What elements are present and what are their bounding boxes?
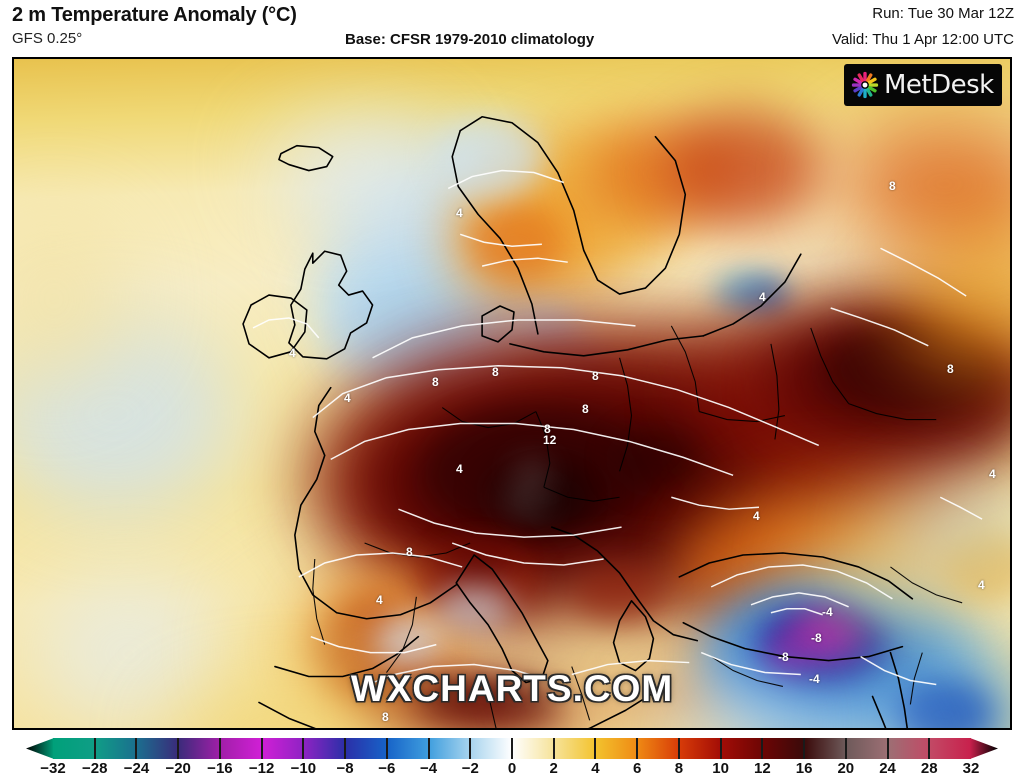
contour-label-layer: 8 8 8 8 8 12 4 4 4 4 4 8 8 4 8 8 4 4 4 -… — [14, 59, 1010, 728]
contour-label: 4 — [289, 346, 296, 360]
colorbar-tick — [761, 738, 764, 759]
colorbar-tick — [385, 738, 388, 759]
colorbar-tick — [302, 738, 305, 759]
contour-label: -8 — [811, 631, 822, 645]
contour-label: 8 — [592, 369, 599, 383]
colorbar-tick-label: 20 — [837, 760, 855, 777]
contour-label: 8 — [582, 402, 589, 416]
colorbar-tick — [677, 738, 680, 759]
colorbar-tick — [719, 738, 722, 759]
colorbar-tick — [218, 738, 221, 759]
page-title: 2 m Temperature Anomaly (°C) — [12, 4, 297, 26]
contour-label: 8 — [406, 545, 413, 559]
colorbar-tick-label: 28 — [920, 760, 938, 777]
colorbar-tick-label: 16 — [795, 760, 813, 777]
contour-label: -4 — [822, 605, 833, 619]
colorbar-tick — [177, 738, 180, 759]
run-time-label: Run: Tue 30 Mar 12Z — [872, 5, 1014, 22]
colorbar-tick — [344, 738, 347, 759]
contour-label: 4 — [759, 290, 766, 304]
colorbar-tick — [803, 738, 806, 759]
colorbar-tick-label: 0 — [507, 760, 517, 777]
contour-label: 4 — [344, 391, 351, 405]
contour-label: -4 — [809, 672, 820, 686]
colorbar-tick — [886, 738, 889, 759]
contour-label: 8 — [492, 365, 499, 379]
colorbar-tick-label: −12 — [248, 760, 275, 777]
colorbar-tick — [511, 738, 513, 759]
pinwheel-icon — [851, 71, 879, 99]
colorbar-tick — [135, 738, 138, 759]
contour-label: 4 — [376, 593, 383, 607]
colorbar-tick-label: −24 — [123, 760, 150, 777]
colorbar-tick-label: −16 — [207, 760, 233, 777]
contour-label: 12 — [543, 433, 557, 447]
colorbar-gradient-track — [53, 738, 971, 759]
colorbar-tick-label: −2 — [461, 760, 479, 777]
colorbar-tick — [928, 738, 931, 759]
metdesk-logo[interactable]: MetDesk — [844, 64, 1002, 106]
colorbar-extend-high-icon — [970, 738, 998, 759]
colorbar-tick — [260, 738, 263, 759]
contour-label: 8 — [544, 422, 551, 436]
colorbar-tick-label: −4 — [419, 760, 438, 777]
colorbar-extend-low-icon — [26, 738, 54, 759]
colorbar-tick-label: −10 — [290, 760, 317, 777]
model-label: GFS 0.25° — [12, 30, 83, 47]
metdesk-logo-text: MetDesk — [884, 70, 994, 100]
colorbar-tick-label: 2 — [549, 760, 558, 777]
colorbar-tick — [844, 738, 847, 759]
colorbar-tick-label: 6 — [633, 760, 642, 777]
colorbar-tick-labels: −32 −28 −24 −20 −16 −12 −10 −8 −6 −4 −2 0 2 4 6 8 10 12 16… — [0, 760, 1024, 778]
colorbar-tick-label: 12 — [754, 760, 771, 777]
colorbar-tick — [636, 738, 639, 759]
colorbar-tick-label: 4 — [591, 760, 600, 777]
colorbar-tick-label: −20 — [165, 760, 191, 777]
contour-label: 8 — [889, 179, 896, 193]
colorbar-tick-label: −32 — [40, 760, 66, 777]
colorbar-tick-label: 10 — [712, 760, 729, 777]
chart-header: 2 m Temperature Anomaly (°C) GFS 0.25° B… — [0, 0, 1024, 57]
colorbar-tick — [427, 738, 430, 759]
contour-label: 8 — [382, 710, 389, 724]
colorbar-tick-label: −28 — [81, 760, 108, 777]
contour-label: 4 — [456, 206, 463, 220]
anomaly-field-blobs — [14, 59, 1010, 728]
colorbar-tick-label: −8 — [336, 760, 354, 777]
climatology-base-label: Base: CFSR 1979-2010 climatology — [345, 31, 595, 48]
map-panel[interactable]: 8 8 8 8 8 12 4 4 4 4 4 8 8 4 8 8 4 4 4 -… — [12, 57, 1012, 730]
contour-label: 8 — [432, 375, 439, 389]
colorbar-tick-label: 8 — [674, 760, 684, 777]
colorbar-tick — [469, 738, 472, 759]
valid-time-label: Valid: Thu 1 Apr 12:00 UTC — [831, 31, 1014, 48]
colorbar-tick — [93, 738, 96, 759]
contour-label: 4 — [753, 509, 760, 523]
contour-label: 8 — [947, 362, 954, 376]
colorbar-tick-label: −6 — [378, 760, 396, 777]
contour-label: 4 — [989, 467, 996, 481]
colorbar-tick — [552, 738, 555, 759]
contour-label: 4 — [456, 462, 463, 476]
coastline-overlay — [242, 115, 983, 728]
contour-label: -8 — [778, 650, 789, 664]
site-watermark: WXCHARTS.COM — [350, 668, 674, 709]
colorbar-tick-label: 24 — [879, 760, 896, 777]
map-canvas: 8 8 8 8 8 12 4 4 4 4 4 8 8 4 8 8 4 4 4 -… — [14, 59, 1010, 728]
colorbar-tick — [594, 738, 597, 759]
colorbar: −32 −28 −24 −20 −16 −12 −10 −8 −6 −4 −2 0 2 4 6 8 10 12 16… — [0, 733, 1024, 778]
contour-label: 4 — [978, 578, 985, 592]
colorbar-tick-label: 32 — [962, 760, 980, 777]
